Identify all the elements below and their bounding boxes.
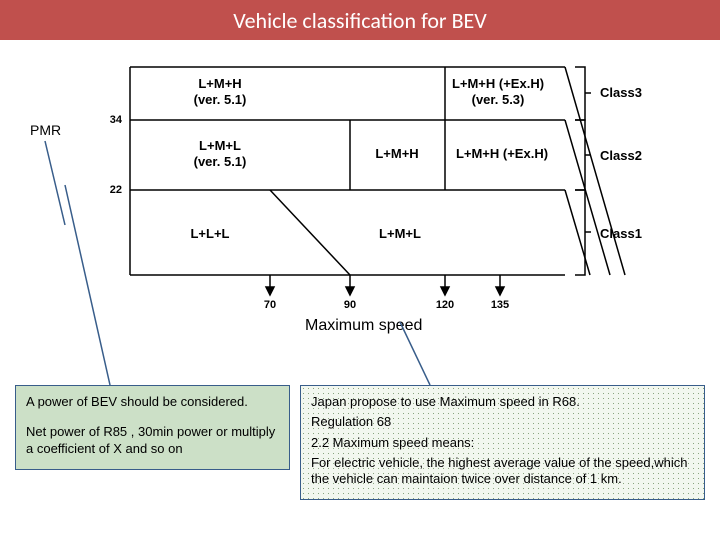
callout-right-l1: Japan propose to use Maximum speed in R6…: [311, 394, 694, 410]
callout-left-p1: A power of BEV should be considered.: [26, 394, 279, 410]
callout-right-l2: Regulation 68: [311, 414, 694, 430]
callout-right: Japan propose to use Maximum speed in R6…: [300, 385, 705, 500]
callout-right-l3: 2.2 Maximum speed means:: [311, 435, 694, 451]
callout-right-l4: For electric vehicle, the highest averag…: [311, 455, 694, 488]
slide: Vehicle classification for BEV: [0, 0, 720, 540]
callout-left: A power of BEV should be considered. Net…: [15, 385, 290, 470]
callout-left-p2: Net power of R85 , 30min power or multip…: [26, 424, 279, 457]
